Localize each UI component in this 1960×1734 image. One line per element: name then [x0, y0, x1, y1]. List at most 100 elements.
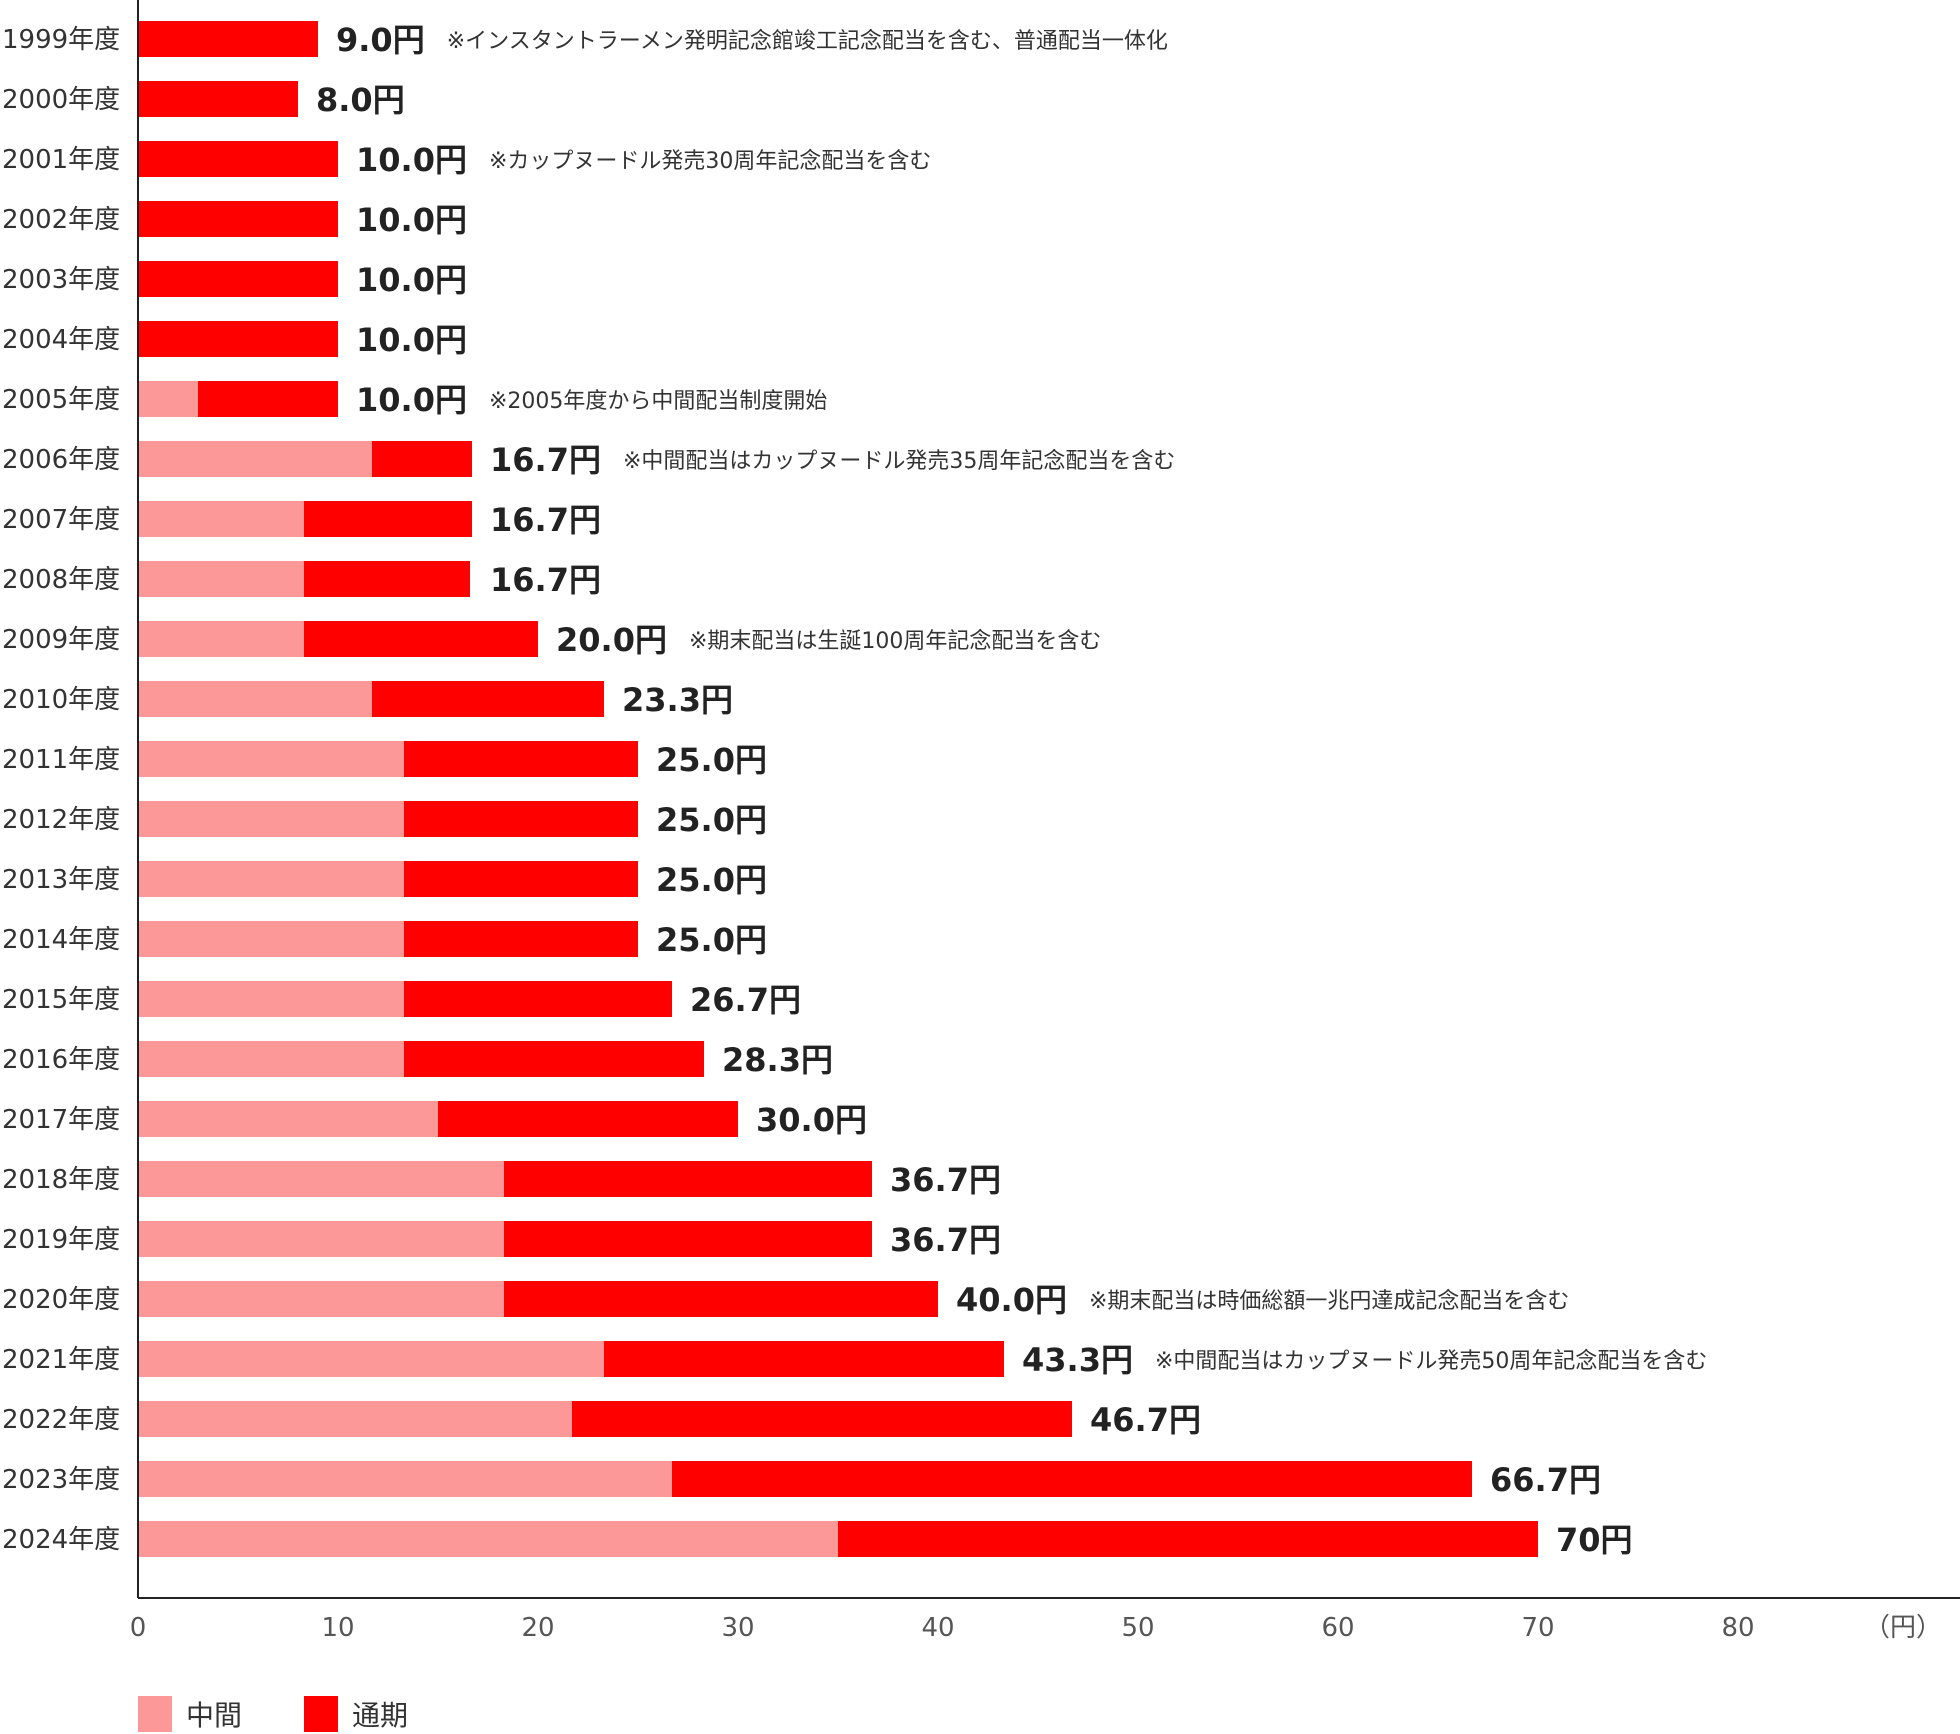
category-label: 2024年度: [2, 1525, 120, 1555]
category-label: 2000年度: [2, 85, 120, 115]
bar-annual: [138, 81, 298, 117]
value-label: 16.7円: [490, 561, 601, 599]
value-label: 43.3円: [1022, 1341, 1133, 1379]
category-label: 2008年度: [2, 565, 120, 595]
category-label: 2002年度: [2, 205, 120, 235]
legend-label: 中間: [186, 1699, 242, 1732]
bar-annual: [198, 381, 338, 417]
bar-interim: [138, 1341, 604, 1377]
x-tick-label: 10: [321, 1613, 354, 1643]
bar-annual: [372, 681, 604, 717]
value-label: 40.0円: [956, 1281, 1067, 1319]
bar-annual: [404, 981, 672, 1017]
x-tick-label: 20: [521, 1613, 554, 1643]
bar-annual: [138, 261, 338, 297]
bar-interim: [138, 1401, 572, 1437]
value-label: 36.7円: [890, 1221, 1001, 1259]
bar-interim: [138, 741, 404, 777]
annotation-note: ※中間配当はカップヌードル発売50周年記念配当を含む: [1155, 1349, 1707, 1374]
bar-annual: [138, 141, 338, 177]
value-label: 25.0円: [656, 921, 767, 959]
legend-swatch: [304, 1696, 338, 1732]
value-label: 16.7円: [490, 501, 601, 539]
bar-annual: [138, 321, 338, 357]
annotation-note: ※インスタントラーメン発明記念館竣工記念配当を含む、普通配当一体化: [447, 29, 1168, 54]
category-label: 2014年度: [2, 925, 120, 955]
category-label: 2019年度: [2, 1225, 120, 1255]
bar-interim: [138, 1281, 504, 1317]
x-tick-label: 50: [1121, 1613, 1154, 1643]
bar-interim: [138, 861, 404, 897]
bar-annual: [304, 501, 472, 537]
annotation-note: ※カップヌードル発売30周年記念配当を含む: [489, 149, 931, 174]
category-label: 2017年度: [2, 1105, 120, 1135]
annotation-note: ※期末配当は生誕100周年記念配当を含む: [689, 629, 1101, 654]
value-label: 70円: [1556, 1521, 1633, 1559]
category-label: 2012年度: [2, 805, 120, 835]
bar-annual: [138, 201, 338, 237]
value-label: 8.0円: [316, 81, 405, 119]
bar-interim: [138, 1161, 504, 1197]
legend: 中間 通期: [138, 1696, 408, 1732]
bar-annual: [404, 741, 638, 777]
x-tick-label: 70: [1521, 1613, 1554, 1643]
annotation-note: ※中間配当はカップヌードル発売35周年記念配当を含む: [623, 449, 1175, 474]
category-label: 1999年度: [2, 25, 120, 55]
value-label: 46.7円: [1090, 1401, 1201, 1439]
x-tick-label: 0: [130, 1613, 147, 1643]
bar-interim: [138, 621, 304, 657]
value-label: 10.0円: [356, 141, 467, 179]
category-label: 2016年度: [2, 1045, 120, 1075]
value-label: 10.0円: [356, 201, 467, 239]
bar-annual: [138, 21, 318, 57]
bar-interim: [138, 1041, 404, 1077]
bar-annual: [572, 1401, 1072, 1437]
category-label: 2018年度: [2, 1165, 120, 1195]
bar-interim: [138, 441, 372, 477]
value-label: 10.0円: [356, 321, 467, 359]
category-label: 2011年度: [2, 745, 120, 775]
value-label: 36.7円: [890, 1161, 1001, 1199]
value-label: 25.0円: [656, 741, 767, 779]
labels-layer: 1999年度 9.0円 ※インスタントラーメン発明記念館竣工記念配当を含む、普通配当…: [2, 21, 1707, 1559]
value-label: 66.7円: [1490, 1461, 1601, 1499]
category-label: 2023年度: [2, 1465, 120, 1495]
bar-annual: [304, 621, 538, 657]
bar-annual: [372, 441, 472, 477]
x-tick-label: 40: [921, 1613, 954, 1643]
category-label: 2007年度: [2, 505, 120, 535]
category-label: 2004年度: [2, 325, 120, 355]
category-label: 2001年度: [2, 145, 120, 175]
bar-interim: [138, 381, 198, 417]
bars-layer: [138, 21, 1538, 1557]
bar-annual: [404, 921, 638, 957]
bar-annual: [504, 1161, 872, 1197]
value-label: 26.7円: [690, 981, 801, 1019]
bar-annual: [838, 1521, 1538, 1557]
value-label: 10.0円: [356, 261, 467, 299]
category-label: 2009年度: [2, 625, 120, 655]
bar-annual: [404, 861, 638, 897]
value-label: 25.0円: [656, 801, 767, 839]
value-label: 9.0円: [336, 21, 425, 59]
bar-annual: [304, 561, 470, 597]
category-label: 2013年度: [2, 865, 120, 895]
annotation-note: ※2005年度から中間配当制度開始: [489, 389, 827, 414]
x-unit-label: （円）: [1864, 1613, 1942, 1643]
bar-interim: [138, 561, 304, 597]
category-label: 2022年度: [2, 1405, 120, 1435]
legend-label: 通期: [352, 1699, 408, 1732]
annotation-note: ※期末配当は時価総額一兆円達成記念配当を含む: [1089, 1289, 1569, 1314]
bar-interim: [138, 981, 404, 1017]
x-tick-label: 30: [721, 1613, 754, 1643]
x-tick-labels: 0 10 20 30 40 50 60 70 80: [130, 1613, 1755, 1643]
bar-annual: [404, 801, 638, 837]
bar-interim: [138, 1221, 504, 1257]
legend-swatch: [138, 1696, 172, 1732]
bar-interim: [138, 1521, 838, 1557]
x-tick-label: 80: [1721, 1613, 1754, 1643]
bar-annual: [604, 1341, 1004, 1377]
bar-interim: [138, 801, 404, 837]
value-label: 10.0円: [356, 381, 467, 419]
